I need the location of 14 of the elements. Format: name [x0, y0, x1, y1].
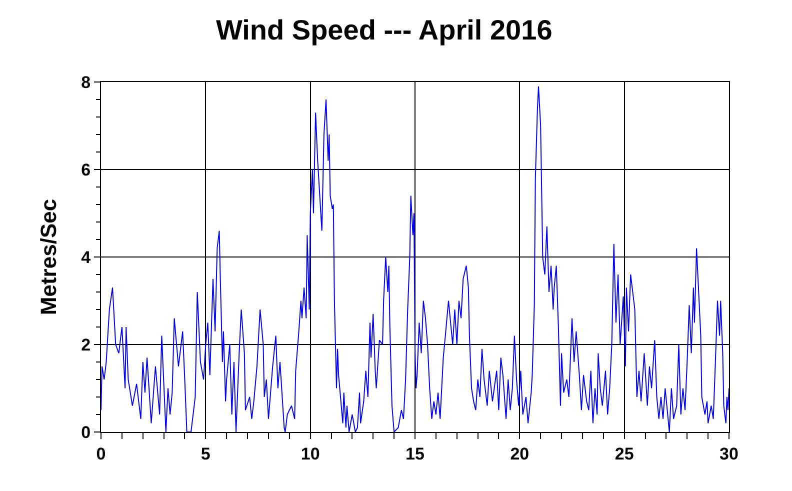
x-tick-label: 30 [720, 444, 738, 464]
x-tick-label: 10 [300, 444, 320, 464]
x-tick-label: 5 [200, 444, 210, 464]
x-tick-label: 20 [510, 444, 530, 464]
y-tick-label: 6 [81, 160, 91, 180]
x-tick-label: 15 [406, 444, 424, 464]
chart-title: Wind Speed --- April 2016 [216, 14, 552, 46]
y-axis-title: Metres/Sec [36, 198, 61, 316]
x-tick-label: 0 [96, 444, 106, 464]
y-tick-label: 8 [81, 72, 91, 92]
y-tick-label: 4 [81, 248, 92, 267]
x-tick-label: 25 [614, 444, 634, 464]
y-tick-label: 0 [81, 422, 91, 442]
y-tick-label: 2 [81, 335, 91, 354]
